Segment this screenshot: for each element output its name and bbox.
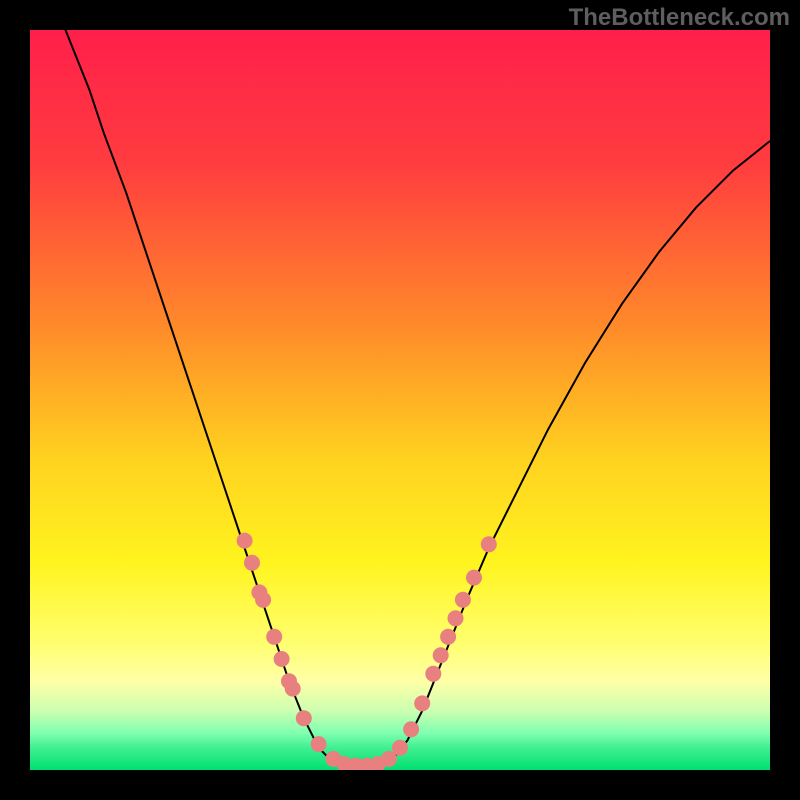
data-marker — [455, 592, 471, 608]
data-marker — [237, 533, 253, 549]
data-marker — [285, 681, 301, 697]
bottleneck-curve — [60, 30, 770, 766]
data-marker — [433, 647, 449, 663]
data-marker — [244, 555, 260, 571]
watermark-text: TheBottleneck.com — [569, 4, 790, 32]
data-marker — [274, 651, 290, 667]
plot-area — [30, 30, 770, 770]
data-markers — [237, 533, 497, 770]
data-marker — [311, 736, 327, 752]
data-marker — [448, 610, 464, 626]
data-marker — [296, 710, 312, 726]
data-marker — [266, 629, 282, 645]
data-marker — [255, 592, 271, 608]
data-marker — [425, 666, 441, 682]
data-marker — [466, 570, 482, 586]
data-marker — [392, 740, 408, 756]
chart-container: TheBottleneck.com — [0, 0, 800, 800]
data-marker — [481, 536, 497, 552]
data-marker — [403, 721, 419, 737]
data-marker — [440, 629, 456, 645]
data-marker — [414, 695, 430, 711]
curve-layer — [30, 30, 770, 770]
